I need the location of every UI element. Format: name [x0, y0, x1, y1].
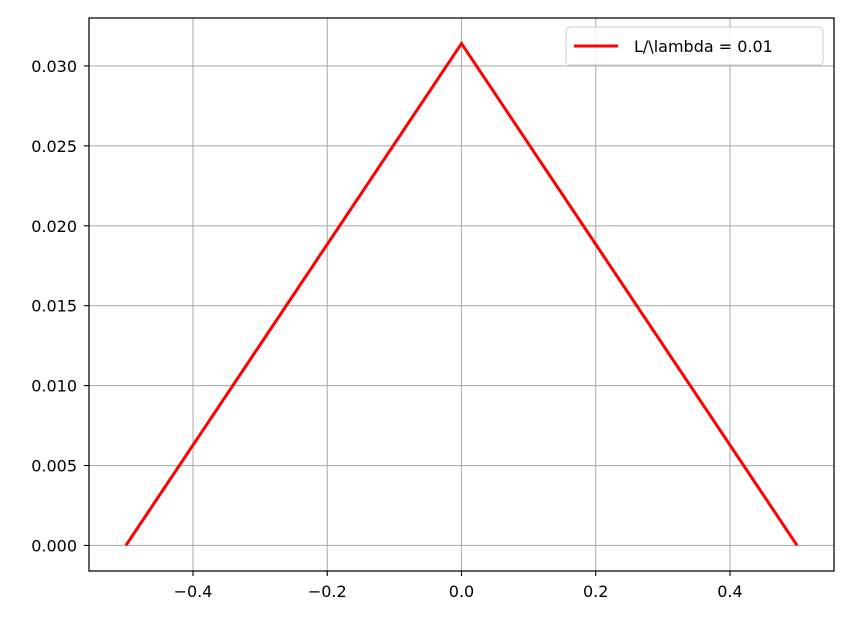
legend-box	[565, 26, 824, 66]
y-tick-label: 0.020	[31, 217, 77, 236]
x-tick-label: 0.0	[449, 582, 474, 601]
x-tick-label: −0.4	[174, 582, 213, 601]
legend: L/\lambda = 0.01	[565, 26, 824, 66]
y-axis: 0.000 0.005 0.010 0.015 0.020 0.025 0.030	[31, 57, 89, 555]
series-layer	[124, 40, 799, 547]
y-tick-label: 0.000	[31, 536, 77, 555]
x-tick-label: 0.4	[717, 582, 742, 601]
grid-lines	[89, 18, 834, 571]
y-tick-label: 0.015	[31, 297, 77, 316]
legend-label: L/\lambda = 0.01	[634, 37, 773, 56]
y-tick-label: 0.030	[31, 57, 77, 76]
y-tick-label: 0.025	[31, 137, 77, 156]
x-axis: −0.4 −0.2 0.0 0.2 0.4	[174, 571, 743, 601]
x-tick-label: −0.2	[308, 582, 347, 601]
y-tick-label: 0.010	[31, 377, 77, 396]
y-tick-label: 0.005	[31, 457, 77, 476]
x-tick-label: 0.2	[583, 582, 608, 601]
series-line	[124, 40, 799, 547]
